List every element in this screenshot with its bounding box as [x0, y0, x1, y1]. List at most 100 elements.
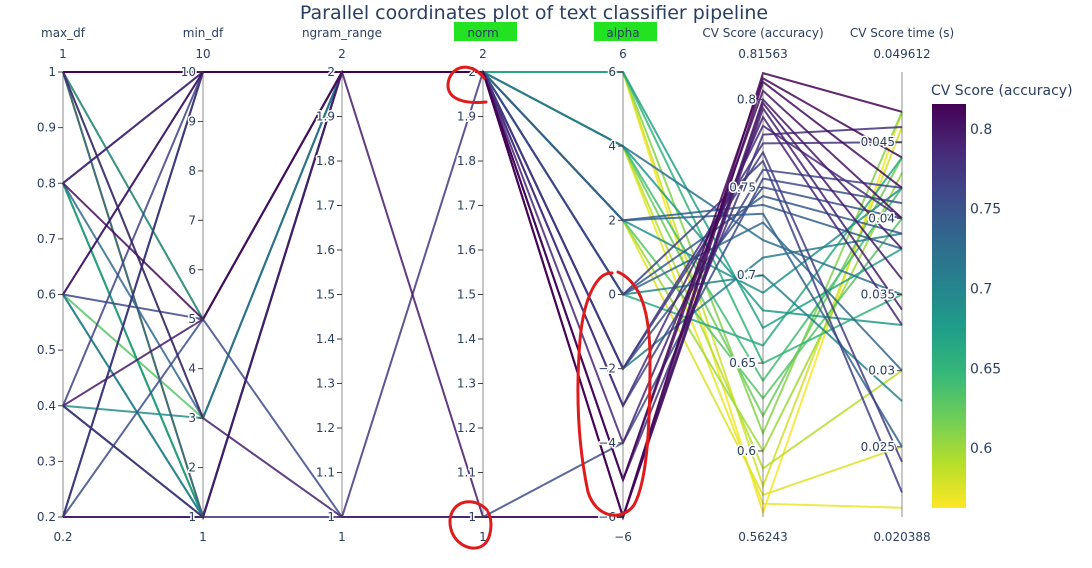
- axis-title: CV Score time (s): [850, 26, 954, 40]
- annotation-circle-norm-top: [446, 65, 488, 104]
- tick-label: 0.6: [37, 288, 56, 302]
- axis-label-highlights: [454, 22, 657, 41]
- tick-label: 0.7: [737, 268, 756, 282]
- tick-label: 1.7: [316, 199, 335, 213]
- axis-max_df[interactable]: max_df 1 0.2 0.2 0.3 0.4 0.5 0.6 0.7 0.8 0.9 1: [35, 26, 86, 544]
- colorbar-tick-label: 0.75: [970, 202, 1001, 218]
- tick-label: 1: [188, 510, 196, 524]
- tick-label: 1.6: [457, 243, 476, 257]
- tick-label: 1.7: [457, 199, 476, 213]
- axis-range-max: 0.81563: [738, 47, 788, 61]
- tick-label: 2: [608, 213, 616, 227]
- tick-label: 0.8: [737, 92, 756, 106]
- axis-ngram_range[interactable]: ngram_range 2 11 1.1 1.2 1.3 1.4 1.5 1.6 1.7 1.8 1.…: [302, 26, 382, 544]
- axis-range-min: 1: [338, 530, 346, 544]
- colorbar-tick-label: 0.7: [970, 281, 992, 297]
- tick-label: 10: [181, 65, 196, 79]
- tick-label: 0.6: [737, 444, 756, 458]
- axis-title: CV Score (accuracy): [702, 26, 823, 40]
- tick-label: 3: [188, 411, 196, 425]
- axis-min_df[interactable]: min_df 10 11 2 3 4 5 6 7 8 9 10: [179, 26, 224, 544]
- axis-label-highlight-norm: [454, 22, 517, 41]
- tick-label: 0.03: [868, 364, 895, 378]
- tick-label: 8: [188, 164, 196, 178]
- tick-label: 0.2: [37, 510, 56, 524]
- tick-label: 0.4: [37, 399, 56, 413]
- axis-range-min: 0.020388: [873, 530, 930, 544]
- tick-label: 0.035: [861, 288, 895, 302]
- colorbar-tick-label: 0.6: [970, 441, 992, 457]
- tick-label: 1: [468, 510, 476, 524]
- axis-range-min: 1: [479, 530, 487, 544]
- tick-label: 6: [608, 65, 616, 79]
- axis-title: norm: [467, 26, 498, 40]
- axis-range-min: −6: [614, 530, 632, 544]
- tick-label: 6: [188, 263, 196, 277]
- tick-label: 0.04: [868, 211, 895, 225]
- tick-label: 1.2: [316, 421, 335, 435]
- axis-range-max: 10: [195, 47, 210, 61]
- tick-label: 1.3: [457, 377, 476, 391]
- axis-range-max: 2: [338, 47, 346, 61]
- axis-range-max: 0.049612: [873, 47, 930, 61]
- tick-label: 0.65: [729, 356, 756, 370]
- tick-label: 1.3: [316, 377, 335, 391]
- axis-cv-score-time-s[interactable]: CV Score time (s) 0.049612 0.020388 0.025 0.…: [850, 26, 954, 544]
- tick-label: 1.9: [316, 110, 335, 124]
- colorbar-tick-label: 0.65: [970, 361, 1001, 377]
- axis-norm[interactable]: norm 2 11 1.1 1.2 1.3 1.4 1.5 1.6 1.7 1.8 1.9 2: [455, 26, 499, 544]
- axis-title: alpha: [606, 26, 639, 40]
- tick-label: 2: [468, 65, 476, 79]
- tick-label: 1.8: [316, 154, 335, 168]
- axes: max_df10.20.20.30.40.50.60.70.80.91min_d…: [35, 26, 954, 544]
- tick-label: 7: [188, 213, 196, 227]
- axis-title: ngram_range: [302, 26, 382, 40]
- axis-range-min: 1: [199, 530, 207, 544]
- hand-drawn-annotations: [446, 65, 652, 550]
- tick-label: 1.9: [457, 110, 476, 124]
- tick-label: 0.7: [37, 232, 56, 246]
- tick-label: 4: [188, 362, 196, 376]
- colorbar: CV Score (accuracy) 0.6 0.65 0.7 0.75 0.8: [931, 83, 1073, 508]
- tick-label: 1.5: [457, 288, 476, 302]
- axis-range-min: 0.56243: [738, 530, 788, 544]
- tick-label: 0.9: [37, 121, 56, 135]
- tick-label: 0.3: [37, 454, 56, 468]
- tick-label: −2: [598, 362, 616, 376]
- tick-label: 1.4: [457, 332, 476, 346]
- tick-label: 0.045: [861, 135, 895, 149]
- colorbar-gradient: [932, 104, 966, 508]
- tick-label: 2: [188, 461, 196, 475]
- axis-range-max: 6: [619, 47, 627, 61]
- tick-label: 1.2: [457, 421, 476, 435]
- tick-label: 1: [48, 65, 56, 79]
- tick-label: 1.8: [457, 154, 476, 168]
- axis-range-max: 1: [59, 47, 67, 61]
- tick-label: 0.025: [861, 440, 895, 454]
- annotation-ellipse-alpha: [576, 270, 652, 517]
- tick-label: 1.1: [457, 466, 476, 480]
- tick-label: 5: [188, 312, 196, 326]
- tick-label: 0.75: [729, 180, 756, 194]
- colorbar-tick-label: 0.8: [970, 122, 992, 138]
- tick-label: 0: [608, 288, 616, 302]
- tick-label: 0.5: [37, 343, 56, 357]
- colorbar-title: CV Score (accuracy): [931, 83, 1073, 99]
- axis-title: min_df: [183, 26, 224, 40]
- tick-label: 2: [327, 65, 335, 79]
- tick-label: 1.1: [316, 466, 335, 480]
- axis-range-min: 0.2: [53, 530, 72, 544]
- axis-label-highlight-alpha: [594, 22, 657, 41]
- tick-label: 1: [327, 510, 335, 524]
- tick-label: −4: [598, 436, 616, 450]
- axis-range-max: 2: [479, 47, 487, 61]
- chart-title: Parallel coordinates plot of text classi…: [300, 2, 768, 24]
- tick-label: 9: [188, 114, 196, 128]
- tick-label: 1.6: [316, 243, 335, 257]
- tick-label: 4: [608, 139, 616, 153]
- annotation-circle-norm-bottom: [448, 500, 493, 550]
- tick-label: 1.4: [316, 332, 335, 346]
- tick-label: 1.5: [316, 288, 335, 302]
- axis-cv-score-accuracy[interactable]: CV Score (accuracy) 0.81563 0.56243 0.6 0.65…: [702, 26, 823, 544]
